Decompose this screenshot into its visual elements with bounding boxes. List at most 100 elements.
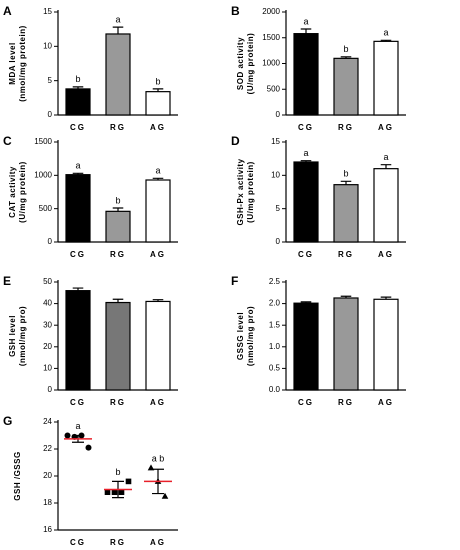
y-tick-label: 10 (43, 41, 52, 50)
y-axis-label: (nmol/mg protein) (18, 25, 27, 102)
y-axis-label: GSH-Px activity (236, 158, 245, 225)
y-axis-label: GSH /GSSG (13, 451, 22, 500)
y-axis-label: (nmol/mg pro) (246, 306, 255, 366)
bar (373, 298, 399, 391)
bar (293, 302, 319, 391)
y-tick-label: 1500 (34, 137, 52, 146)
panel-label: E (3, 274, 11, 288)
significance-label: b (115, 467, 120, 477)
data-point (118, 489, 125, 495)
y-tick-label: 10 (271, 170, 280, 179)
y-axis-label: (nmol/mg pro) (18, 306, 27, 366)
x-tick-label: AG (150, 538, 166, 547)
y-tick-label: 1000 (262, 59, 280, 68)
y-tick-label: 5 (48, 76, 53, 85)
y-tick-label: 1500 (262, 33, 280, 42)
significance-label: a (383, 152, 388, 162)
x-tick-label: CG (70, 250, 86, 259)
y-axis-label: GSSG level (236, 312, 245, 360)
data-point (85, 444, 92, 451)
y-axis-label: MDA level (8, 42, 17, 84)
bar (333, 297, 359, 391)
x-tick-label: AG (378, 398, 394, 407)
y-axis-label: SOD activity (236, 37, 245, 90)
y-tick-label: 0 (48, 110, 53, 119)
bar (65, 174, 91, 243)
y-tick-label: 1.5 (269, 320, 281, 329)
significance-label: b (343, 169, 348, 179)
significance-label: a (115, 14, 120, 24)
bar (105, 210, 131, 243)
y-tick-label: 5 (276, 204, 281, 213)
x-tick-label: RG (110, 538, 126, 547)
y-tick-label: 16 (43, 525, 52, 534)
panel-label: F (231, 274, 238, 288)
x-tick-label: RG (110, 250, 126, 259)
y-axis-label: (U/mg protein) (246, 161, 255, 223)
y-tick-label: 15 (271, 137, 280, 146)
y-tick-label: 10 (43, 364, 52, 373)
bar (333, 184, 359, 243)
y-axis-label: GSH level (8, 315, 17, 357)
bar (293, 33, 319, 116)
x-tick-label: CG (70, 123, 86, 132)
data-point (161, 492, 169, 499)
y-tick-label: 0 (48, 385, 53, 394)
panel-label: B (231, 4, 240, 18)
bar (65, 88, 91, 116)
x-tick-label: RG (338, 123, 354, 132)
bar (373, 40, 399, 116)
x-tick-label: CG (70, 398, 86, 407)
y-tick-label: 22 (43, 444, 52, 453)
significance-label: b (115, 195, 120, 205)
bar (145, 91, 171, 116)
y-tick-label: 15 (43, 7, 52, 16)
data-point (111, 489, 118, 495)
y-tick-label: 0 (276, 237, 281, 246)
significance-label: a (303, 148, 308, 158)
x-tick-label: AG (378, 250, 394, 259)
x-tick-label: CG (298, 398, 314, 407)
significance-label: a (75, 161, 80, 171)
y-tick-label: 24 (43, 417, 52, 426)
y-tick-label: 0.5 (269, 364, 281, 373)
y-tick-label: 500 (267, 84, 281, 93)
significance-label: a (383, 28, 388, 38)
x-tick-label: AG (150, 123, 166, 132)
y-axis-label: CAT activity (8, 166, 17, 218)
error-bar (380, 164, 392, 169)
y-tick-label: 0 (276, 110, 281, 119)
y-tick-label: 2.0 (269, 299, 281, 308)
significance-label: b (343, 44, 348, 54)
x-tick-label: CG (70, 538, 86, 547)
significance-label: b (75, 74, 80, 84)
bar (145, 300, 171, 391)
y-tick-label: 40 (43, 299, 52, 308)
bar (293, 161, 319, 243)
x-tick-label: RG (110, 398, 126, 407)
y-tick-label: 1.0 (269, 342, 281, 351)
significance-label: a (303, 16, 308, 26)
error-bar (112, 26, 124, 34)
x-tick-label: AG (150, 250, 166, 259)
bar (65, 290, 91, 391)
x-tick-label: AG (378, 123, 394, 132)
panel-label: D (231, 134, 240, 148)
y-tick-label: 2.5 (269, 277, 281, 286)
y-tick-label: 20 (43, 471, 52, 480)
panel-label: C (3, 134, 12, 148)
y-tick-label: 0 (48, 237, 53, 246)
y-axis-label: (U/mg protein) (18, 161, 27, 223)
y-tick-label: 1000 (34, 170, 52, 179)
y-tick-label: 20 (43, 342, 52, 351)
bar (145, 179, 171, 243)
x-tick-label: RG (110, 123, 126, 132)
y-tick-label: 0.0 (269, 385, 281, 394)
x-tick-label: RG (338, 398, 354, 407)
x-tick-label: AG (150, 398, 166, 407)
bar (105, 301, 131, 391)
panel-label: G (3, 414, 12, 428)
data-point (125, 478, 132, 485)
y-tick-label: 50 (43, 277, 52, 286)
